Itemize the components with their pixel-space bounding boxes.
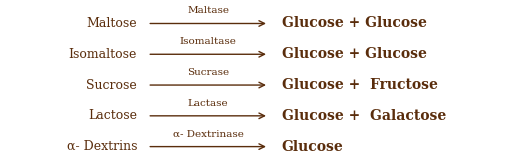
Text: Isomaltase: Isomaltase xyxy=(179,37,237,46)
Text: α- Dextrinase: α- Dextrinase xyxy=(173,129,244,139)
Text: Sucrase: Sucrase xyxy=(187,68,229,77)
Text: Glucose +  Fructose: Glucose + Fructose xyxy=(282,78,437,92)
Text: Lactase: Lactase xyxy=(188,99,229,108)
Text: Isomaltose: Isomaltose xyxy=(69,48,137,61)
Text: α- Dextrins: α- Dextrins xyxy=(67,140,137,153)
Text: Glucose + Glucose: Glucose + Glucose xyxy=(282,17,427,30)
Text: Glucose: Glucose xyxy=(282,140,343,154)
Text: Glucose + Glucose: Glucose + Glucose xyxy=(282,47,427,61)
Text: Maltase: Maltase xyxy=(187,6,229,15)
Text: Glucose +  Galactose: Glucose + Galactose xyxy=(282,109,446,123)
Text: Lactose: Lactose xyxy=(88,109,137,122)
Text: Maltose: Maltose xyxy=(86,17,137,30)
Text: Sucrose: Sucrose xyxy=(86,79,137,92)
